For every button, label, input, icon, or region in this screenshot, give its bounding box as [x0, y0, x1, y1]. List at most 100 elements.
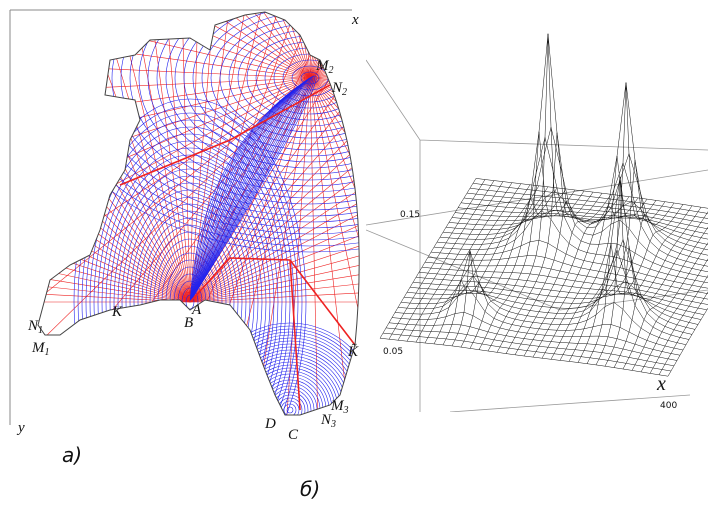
mesh-curve	[189, 77, 311, 303]
mesh-line	[189, 191, 360, 303]
mesh-line	[532, 196, 630, 358]
z-tick-label: 0.15	[400, 210, 420, 220]
point-sub: 2	[329, 65, 334, 76]
mesh-curve	[189, 77, 311, 303]
mesh-line	[38, 12, 311, 79]
mesh-line	[38, 12, 311, 79]
point-name: C	[288, 427, 299, 443]
mesh-curve	[117, 175, 263, 415]
mesh-line	[309, 77, 360, 371]
axis-label: x	[351, 12, 359, 28]
mesh-curve	[129, 12, 360, 199]
mesh-curve	[147, 12, 360, 187]
mesh-line	[439, 33, 708, 273]
mesh-curve	[283, 403, 297, 415]
mesh-line	[38, 77, 311, 302]
mesh-curve	[210, 12, 360, 145]
point-label: M2	[315, 58, 334, 76]
mesh-line	[463, 197, 708, 230]
mesh-line	[309, 77, 360, 415]
mesh-line	[391, 311, 681, 356]
mesh-curve	[57, 12, 360, 247]
mesh-line	[38, 12, 311, 79]
mesh-curve	[185, 294, 195, 310]
point-sub: 1	[38, 325, 43, 336]
mesh-line	[189, 157, 360, 303]
z-tick-label: 0.05	[383, 347, 403, 357]
mesh-line	[550, 156, 648, 360]
mesh-line	[309, 12, 360, 79]
mesh-edge	[119, 84, 356, 411]
mesh-line	[400, 249, 690, 340]
mesh-line	[38, 26, 191, 303]
mesh-curve	[274, 394, 306, 415]
mesh-curve	[101, 147, 279, 415]
mesh-line	[309, 77, 360, 187]
point-label: N2	[331, 80, 347, 98]
point-label: A	[191, 302, 202, 318]
mesh-line	[418, 271, 708, 311]
mesh-line	[309, 77, 360, 415]
mesh-line	[50, 12, 311, 79]
mesh-line	[309, 12, 360, 79]
mesh-line	[478, 131, 576, 350]
mesh-line	[309, 12, 360, 79]
mesh-line	[454, 212, 708, 245]
mesh-line	[475, 178, 708, 209]
mesh-line	[189, 12, 219, 303]
mesh-line	[595, 176, 693, 366]
mesh-line	[604, 207, 702, 367]
mesh-curve	[189, 77, 311, 303]
mesh-line	[38, 12, 311, 79]
mesh-line	[430, 240, 708, 289]
mesh-line	[38, 38, 191, 303]
mesh-line	[189, 93, 360, 303]
mesh-curve	[183, 12, 360, 163]
mesh-line	[514, 194, 612, 355]
mesh-line	[309, 12, 360, 79]
mesh-curve	[189, 77, 311, 303]
mesh-line	[38, 283, 191, 303]
mesh-curve	[111, 12, 360, 211]
mesh-line	[38, 157, 191, 303]
mesh-line	[38, 77, 311, 97]
mesh-curve	[81, 112, 299, 415]
mesh-curve	[189, 77, 312, 303]
point-name: A	[191, 302, 202, 318]
mesh-line	[38, 12, 311, 79]
mesh-line	[309, 77, 360, 415]
mesh-curve	[192, 12, 360, 157]
mesh-curve	[120, 12, 360, 205]
mesh-curve	[241, 361, 339, 415]
mesh-line	[38, 59, 311, 79]
mesh-line	[658, 291, 708, 375]
mesh-curve	[271, 391, 309, 415]
mesh-line	[38, 77, 311, 271]
mesh-curve	[189, 77, 311, 303]
mesh-line	[309, 77, 360, 115]
mesh-curve	[109, 161, 271, 415]
mesh-line	[189, 64, 360, 303]
mesh-curve	[85, 119, 295, 415]
mesh-line	[189, 140, 360, 303]
mesh-curve	[189, 76, 315, 303]
mesh-b	[379, 33, 708, 377]
mesh-line	[309, 77, 360, 221]
mesh-curve	[97, 140, 283, 415]
mesh-line	[189, 38, 360, 303]
mesh-curve	[105, 154, 275, 415]
mesh-line	[189, 15, 360, 303]
mesh-line	[189, 174, 360, 303]
mesh-line	[309, 77, 360, 415]
mesh-line	[649, 274, 708, 374]
mesh-line	[189, 51, 360, 303]
point-label: K̃	[347, 344, 359, 360]
mesh-line	[466, 192, 708, 224]
mesh-line	[309, 12, 360, 79]
mesh-curve	[189, 77, 311, 303]
mesh-curve	[165, 12, 360, 175]
mesh-curve	[93, 133, 287, 415]
point-name: D	[264, 416, 276, 432]
axis-label: x	[656, 373, 666, 395]
